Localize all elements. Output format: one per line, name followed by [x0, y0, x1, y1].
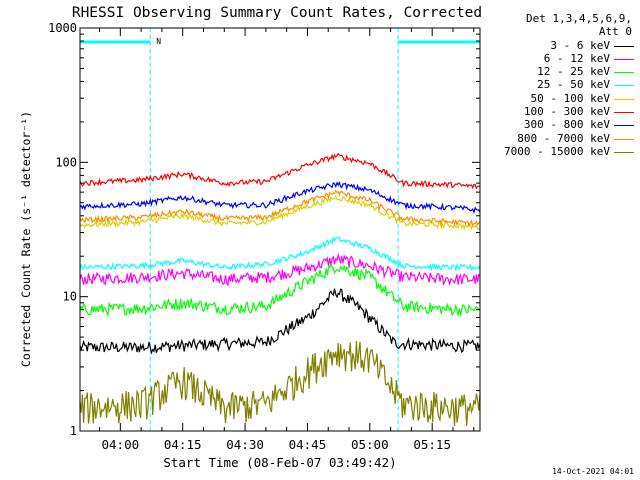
y-tick-label: 100	[55, 155, 77, 169]
series-line	[79, 253, 481, 287]
legend-entry-label: 7000 - 15000 keV	[504, 144, 610, 158]
legend-entry: 7000 - 15000 keV	[480, 145, 636, 158]
y-tick-label: 10	[63, 290, 77, 304]
legend-entry: 12 - 25 keV	[480, 65, 636, 78]
x-tick-label: 04:30	[226, 437, 264, 452]
legend-entry: 300 - 800 keV	[480, 118, 636, 131]
generation-timestamp: 14-Oct-2021 04:01	[552, 467, 634, 476]
legend-entry: 800 - 7000 keV	[480, 132, 636, 145]
axes: 1 10 100 1000 04:00 04:15 04:30 04:45 05:00 05:15	[48, 21, 481, 452]
x-tick-label: 04:15	[164, 437, 202, 452]
legend-entry-swatch	[614, 58, 634, 60]
x-tick-label: 05:00	[351, 437, 389, 452]
legend-entry-label: 300 - 800 keV	[523, 118, 610, 132]
legend-entry: 6 - 12 keV	[480, 52, 636, 65]
legend-entry-swatch	[614, 151, 634, 153]
plot-area: N	[79, 28, 481, 431]
legend-header-line: Det 1,3,4,5,6,9,	[526, 12, 632, 25]
legend-entry-label: 100 - 300 keV	[523, 105, 610, 119]
x-axis-label: Start Time (08-Feb-07 03:49:42)	[163, 455, 396, 470]
legend-entry-label: 6 - 12 keV	[543, 51, 610, 65]
x-tick-label: 05:15	[413, 437, 451, 452]
series-line	[79, 340, 481, 427]
y-tick-label: 1000	[48, 21, 77, 35]
legend-header-line: Att 0	[598, 25, 632, 39]
series-line	[79, 189, 481, 228]
night-interval: N	[80, 28, 161, 431]
legend-entry-swatch	[614, 72, 634, 74]
legend-entry-label: 25 - 50 keV	[537, 78, 610, 92]
series-line	[79, 152, 481, 190]
y-tick-label: 1	[70, 424, 77, 438]
legend-entry-label: 800 - 7000 keV	[517, 131, 610, 145]
plot-frame	[79, 27, 481, 432]
legend-header: Det 1,3,4,5,6,9, Att 0	[480, 12, 636, 39]
legend-entry-swatch	[614, 112, 634, 114]
legend-entry-label: 12 - 25 keV	[537, 65, 610, 79]
legend-entry: 3 - 6 keV	[480, 39, 636, 52]
legend-entry: 100 - 300 keV	[480, 105, 636, 118]
legend-entry-swatch	[614, 125, 634, 127]
night-marker-label: N	[156, 37, 161, 46]
legend-entry: 25 - 50 keV	[480, 78, 636, 91]
night-interval	[397, 28, 480, 431]
chart-title: RHESSI Observing Summary Count Rates, Co…	[72, 5, 482, 21]
series-line	[79, 235, 481, 272]
legend-entry: 50 - 100 keV	[480, 92, 636, 105]
legend-entry-swatch	[614, 45, 634, 47]
series-line	[79, 288, 481, 355]
legend-entry-swatch	[614, 98, 634, 100]
y-axis-label: Corrected Count Rate (s⁻¹ detector⁻¹)	[19, 111, 33, 367]
series-line	[79, 262, 481, 317]
legend-entry-label: 50 - 100 keV	[530, 91, 610, 105]
x-tick-label: 04:00	[102, 437, 140, 452]
series-line	[79, 180, 481, 215]
legend: Det 1,3,4,5,6,9, Att 0 3 - 6 keV 6 - 12 ke…	[480, 12, 636, 158]
legend-entry-swatch	[614, 138, 634, 140]
legend-entry-swatch	[614, 85, 634, 87]
legend-entry-label: 3 - 6 keV	[550, 38, 610, 52]
x-tick-label: 04:45	[289, 437, 327, 452]
legend-entries: 3 - 6 keV 6 - 12 keV 12 - 25 keV 25 - 50 ke…	[480, 39, 636, 159]
